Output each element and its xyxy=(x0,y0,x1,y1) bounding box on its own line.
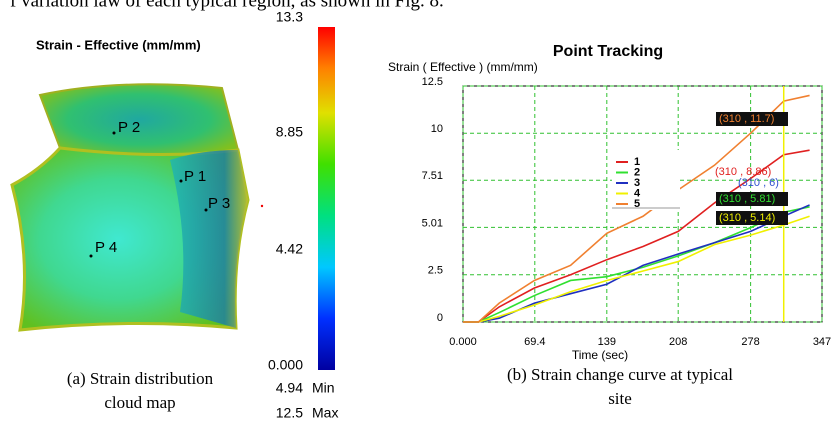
point-label: P 2 xyxy=(118,119,140,136)
y-tick-label: 12.5 xyxy=(422,76,443,88)
y-tick-label: 10 xyxy=(431,123,443,135)
min-value: 4.94 xyxy=(276,380,303,396)
top-text: f variation law of each typical region, … xyxy=(10,0,444,11)
map-title: Strain - Effective (mm/mm) xyxy=(36,37,201,52)
color-bar-label: 0.000 xyxy=(268,357,303,373)
annotation: (310 , 11.7) xyxy=(719,113,774,125)
y-tick-label: 2.5 xyxy=(428,265,443,277)
y-tick-label: 5.01 xyxy=(422,217,443,229)
legend-box xyxy=(612,150,680,210)
point-label: P 1 xyxy=(184,168,206,185)
annotation: (310 , 5.14) xyxy=(719,212,775,224)
annotation: (310 , 6) xyxy=(738,177,779,189)
chart-title: Point Tracking xyxy=(553,43,663,60)
point-label: P 4 xyxy=(95,239,117,256)
point-label: P 3 xyxy=(208,195,230,212)
y-tick-label: 0 xyxy=(437,312,443,324)
x-tick-label: 69.4 xyxy=(524,336,545,348)
color-bar xyxy=(318,27,335,370)
max-label: Max xyxy=(312,405,338,421)
color-bar-label: 8.85 xyxy=(276,124,303,140)
x-tick-label: 208 xyxy=(669,336,687,348)
y-tick-label: 7.51 xyxy=(422,170,443,182)
plot: 0 2.5 5.01 7.51 10 12.5 0.000 69.4 139 208 278 347 1… xyxy=(422,76,832,348)
caption: (a) Strain distribution xyxy=(67,369,214,388)
x-tick-label: 0.000 xyxy=(449,336,477,348)
x-tick-label: 278 xyxy=(741,336,759,348)
y-axis-label: Strain ( Effective ) (mm/mm) xyxy=(388,60,538,74)
x-axis-label: Time (sec) xyxy=(572,348,628,362)
annotation: (310 , 5.81) xyxy=(719,193,775,205)
min-label: Min xyxy=(312,380,335,396)
max-value: 12.5 xyxy=(276,405,303,421)
caption: site xyxy=(608,389,632,408)
color-bar-label: 13.3 xyxy=(276,9,303,25)
x-tick-label: 139 xyxy=(598,336,616,348)
figure: f variation law of each typical region, … xyxy=(0,0,832,425)
x-tick-label: 347 xyxy=(813,336,831,348)
caption: (b) Strain change curve at typical xyxy=(507,365,733,384)
caption: cloud map xyxy=(104,393,175,412)
color-bar-label: 4.42 xyxy=(276,241,303,257)
